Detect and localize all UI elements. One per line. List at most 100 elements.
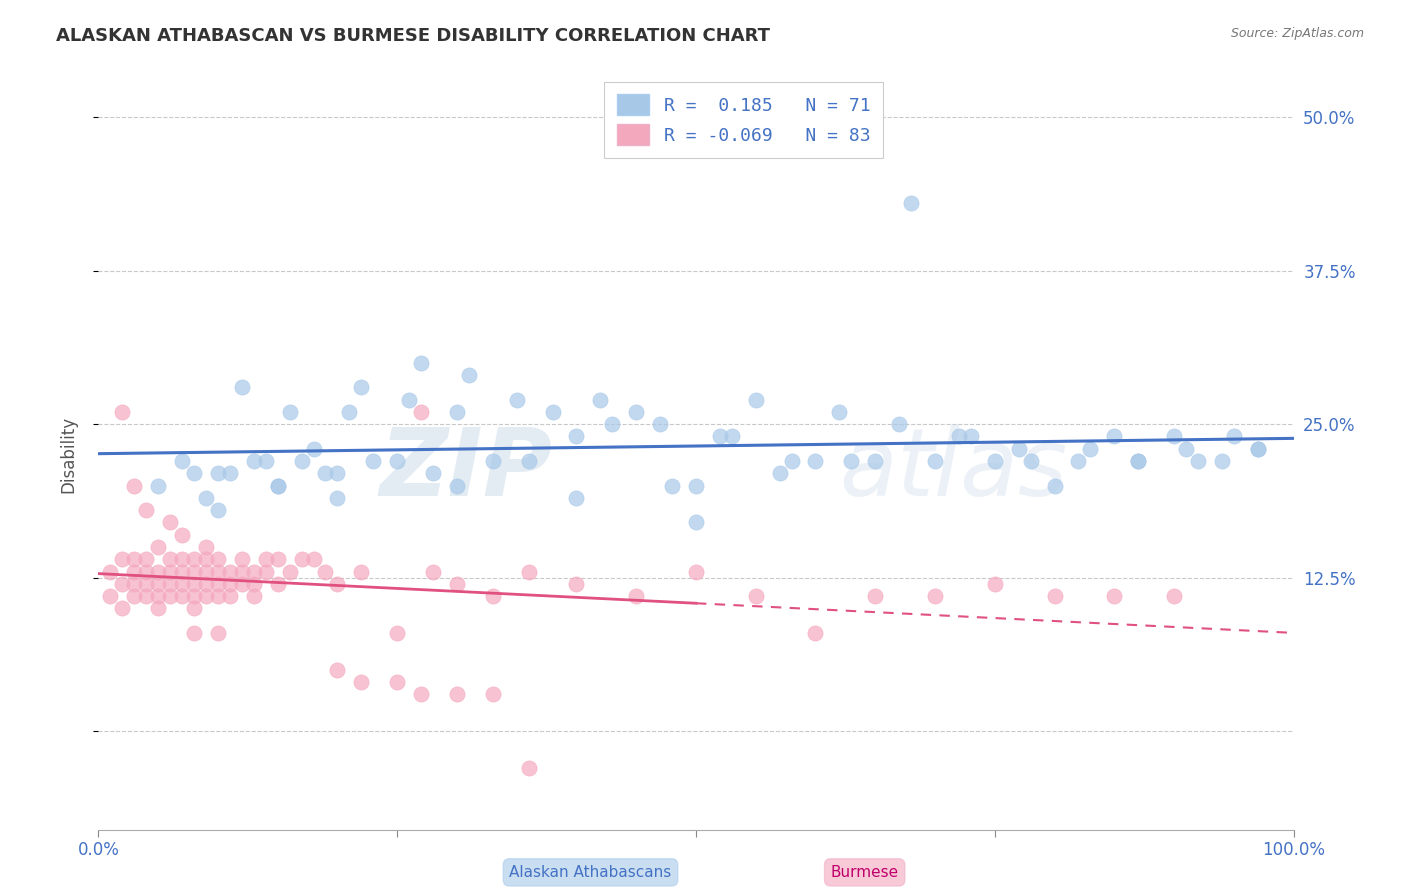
Point [172, 454, 194, 468]
Point [135, 577, 157, 591]
Point [1019, 454, 1042, 468]
Point [159, 516, 181, 530]
Point [267, 552, 290, 566]
Point [1175, 442, 1198, 456]
Point [207, 565, 229, 579]
Point [207, 552, 229, 566]
Point [195, 540, 218, 554]
Point [231, 552, 253, 566]
Point [315, 565, 337, 579]
Point [745, 589, 768, 603]
Point [924, 589, 946, 603]
Point [1008, 442, 1031, 456]
Point [841, 454, 863, 468]
Point [183, 589, 205, 603]
Point [183, 565, 205, 579]
Point [124, 565, 146, 579]
Point [135, 552, 157, 566]
Point [541, 405, 564, 419]
Point [326, 467, 349, 481]
Point [159, 589, 181, 603]
Point [1080, 442, 1102, 456]
Point [1104, 429, 1126, 443]
Point [865, 454, 887, 468]
Point [1187, 454, 1209, 468]
Point [745, 392, 768, 407]
Point [339, 405, 361, 419]
Point [948, 429, 970, 443]
Point [1128, 454, 1150, 468]
Point [709, 429, 731, 443]
Y-axis label: Disability: Disability [59, 417, 77, 493]
Point [219, 565, 242, 579]
Point [1067, 454, 1090, 468]
Point [960, 429, 983, 443]
Point [685, 478, 707, 492]
Point [231, 565, 253, 579]
Point [243, 454, 266, 468]
Point [411, 356, 433, 370]
Point [135, 503, 157, 517]
Text: Burmese: Burmese [831, 865, 898, 880]
Point [124, 577, 146, 591]
Point [135, 589, 157, 603]
Point [291, 552, 314, 566]
Point [183, 552, 205, 566]
Point [385, 675, 409, 690]
Point [350, 675, 373, 690]
Point [172, 565, 194, 579]
Point [1104, 589, 1126, 603]
Point [124, 478, 146, 492]
Point [111, 552, 134, 566]
Point [159, 552, 181, 566]
Point [267, 478, 290, 492]
Point [243, 565, 266, 579]
Point [195, 577, 218, 591]
Point [650, 417, 672, 432]
Point [159, 577, 181, 591]
Point [517, 454, 540, 468]
Point [589, 392, 612, 407]
Point [626, 589, 648, 603]
Point [207, 467, 229, 481]
Legend: R =  0.185   N = 71, R = -0.069   N = 83: R = 0.185 N = 71, R = -0.069 N = 83 [605, 82, 883, 158]
Point [278, 405, 301, 419]
Point [865, 589, 887, 603]
Text: atlas: atlas [839, 425, 1067, 516]
Point [148, 589, 170, 603]
Point [385, 626, 409, 640]
Point [207, 577, 229, 591]
Point [243, 589, 266, 603]
Point [254, 552, 277, 566]
Point [411, 688, 433, 702]
Point [98, 565, 122, 579]
Point [207, 626, 229, 640]
Point [172, 589, 194, 603]
Point [231, 577, 253, 591]
Point [124, 552, 146, 566]
Point [506, 392, 529, 407]
Point [446, 478, 468, 492]
Point [900, 196, 922, 211]
Text: ZIP: ZIP [380, 424, 553, 516]
Point [172, 577, 194, 591]
Point [254, 454, 277, 468]
Point [565, 491, 588, 505]
Point [446, 577, 468, 591]
Point [602, 417, 624, 432]
Point [984, 454, 1007, 468]
Point [661, 478, 683, 492]
Point [207, 589, 229, 603]
Point [267, 478, 290, 492]
Point [422, 467, 444, 481]
Point [517, 761, 540, 775]
Point [1223, 429, 1246, 443]
Point [207, 503, 229, 517]
Point [326, 577, 349, 591]
Point [804, 454, 827, 468]
Point [1247, 442, 1270, 456]
Point [889, 417, 911, 432]
Point [350, 380, 373, 394]
Text: Alaskan Athabascans: Alaskan Athabascans [509, 865, 672, 880]
Point [148, 601, 170, 615]
